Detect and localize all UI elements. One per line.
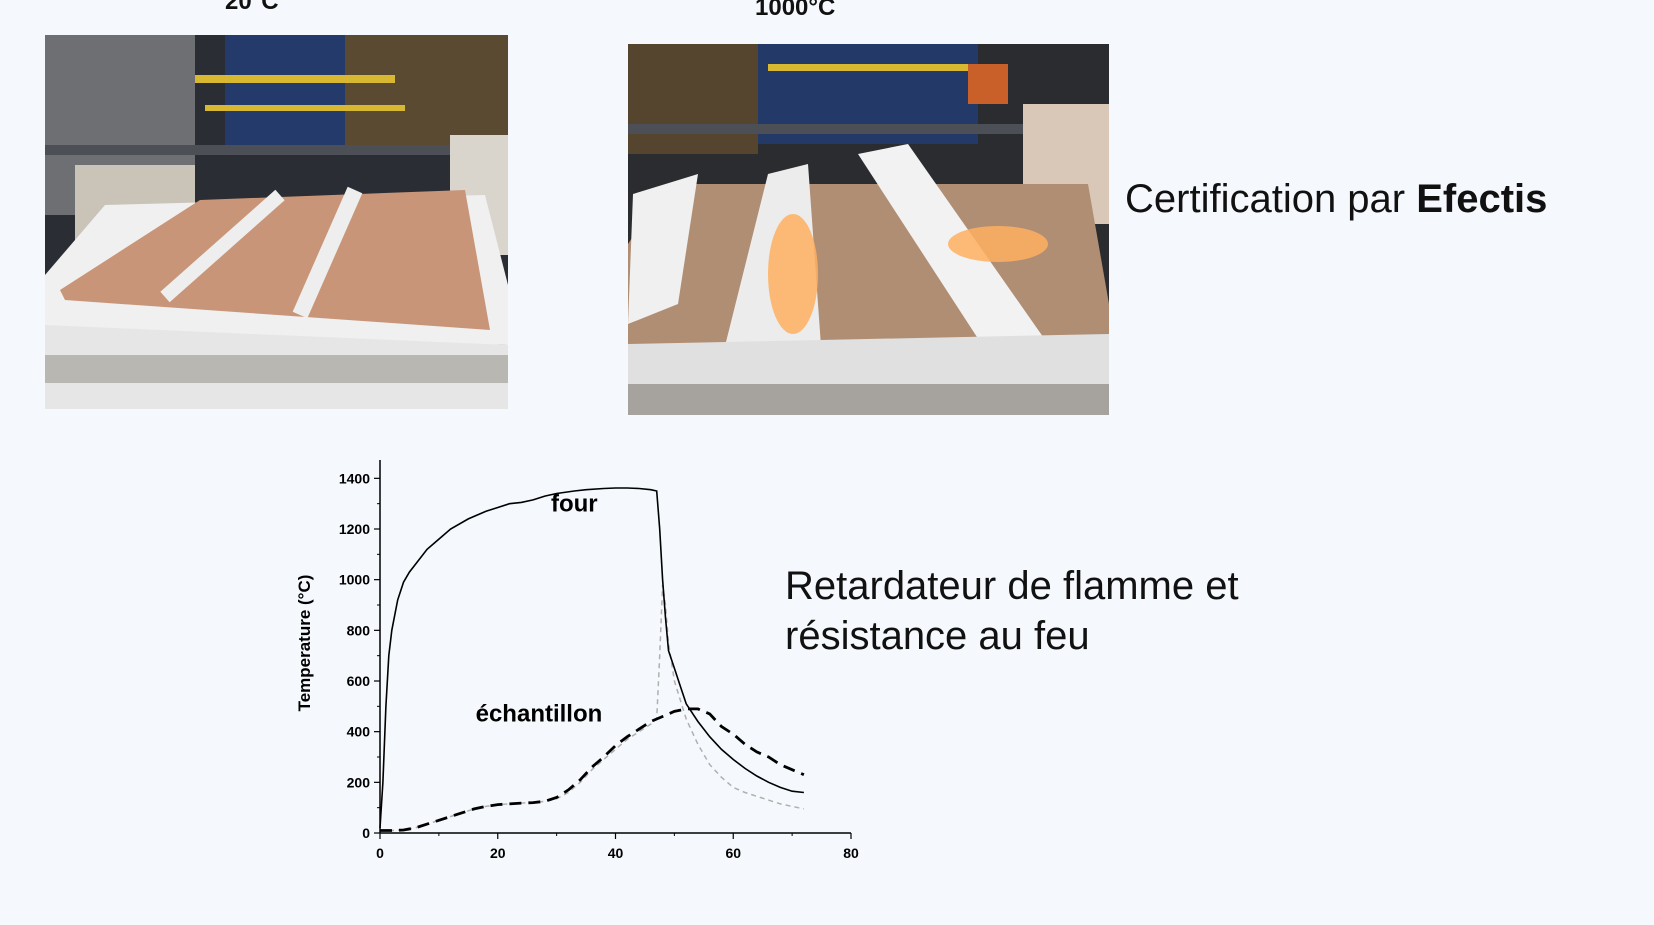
photo-right-label: 1000°C	[755, 0, 836, 21]
y-tick-label: 200	[347, 774, 371, 790]
photo-left-label: 20°C	[225, 0, 279, 15]
y-tick-label: 1400	[339, 470, 370, 486]
annotation-label: four	[551, 490, 598, 517]
certification-brand: Efectis	[1416, 177, 1548, 221]
certification-caption: Certification par Efectis	[1125, 174, 1547, 224]
x-tick-label: 60	[725, 845, 741, 861]
y-tick-label: 1500	[339, 460, 370, 461]
photo-sample-room-temperature	[45, 35, 508, 409]
y-tick-label: 600	[347, 673, 371, 689]
x-tick-label: 80	[843, 845, 859, 861]
y-axis-label: Temperature (°C)	[295, 575, 314, 712]
fire-caption: Retardateur de flamme et résistance au f…	[785, 561, 1239, 661]
x-tick-label: 40	[608, 845, 624, 861]
x-tick-label: 0	[376, 845, 384, 861]
photo-sample-fire-test	[628, 44, 1109, 415]
y-tick-label: 400	[347, 724, 371, 740]
certification-prefix: Certification par	[1125, 177, 1417, 221]
fire-caption-line2: résistance au feu	[785, 614, 1090, 658]
y-tick-label: 800	[347, 622, 371, 638]
y-tick-label: 1000	[339, 572, 370, 588]
temperature-chart: 0 200 400 600 800 1000 1200 1400 1500 0 20 40 60 80 Te…	[295, 460, 859, 861]
annotation-label: échantillon	[476, 701, 603, 728]
x-tick-label: 20	[490, 845, 506, 861]
series-line-solid	[379, 487, 804, 828]
y-tick-label: 1200	[339, 521, 370, 537]
fire-caption-line1: Retardateur de flamme et	[785, 564, 1239, 608]
y-tick-label: 0	[362, 825, 370, 841]
